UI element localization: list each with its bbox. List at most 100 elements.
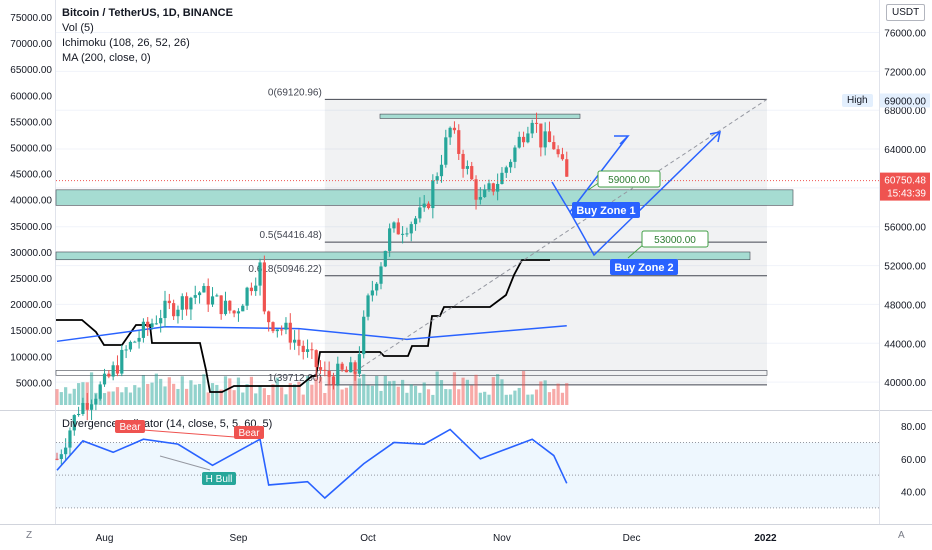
volume-bar: [461, 377, 465, 405]
candle-body: [470, 166, 474, 180]
candle-body: [254, 285, 258, 292]
legend-title[interactable]: Bitcoin / TetherUS, 1D, BINANCE: [62, 7, 233, 19]
candle-body: [444, 137, 448, 165]
volume-bar: [513, 390, 517, 405]
candle-body: [159, 318, 163, 324]
candle-body: [293, 339, 297, 343]
volume-bar: [284, 394, 288, 405]
volume-bar: [405, 392, 409, 405]
legend-vol[interactable]: Vol (5): [62, 22, 94, 34]
candle-body: [547, 131, 552, 143]
candle-body: [457, 130, 461, 154]
candle-body: [305, 349, 310, 352]
candle-body: [236, 311, 241, 314]
candle-body: [392, 222, 396, 229]
volume-bar: [167, 377, 171, 405]
left-tick-label: 60000.00: [10, 91, 52, 102]
volume-bar: [435, 371, 439, 405]
volume-bar: [560, 392, 565, 405]
candle-body: [275, 329, 279, 332]
candle-body: [115, 365, 120, 374]
volume-bar: [146, 383, 150, 405]
candle-body: [301, 345, 305, 352]
price-tick-label: 48000.00: [884, 300, 926, 311]
candle-body: [102, 373, 107, 385]
timezone-button[interactable]: Z: [26, 530, 33, 541]
candle-body: [323, 369, 327, 371]
auto-scale-button[interactable]: A: [898, 530, 905, 541]
legend-ichimoku[interactable]: Ichimoku (108, 26, 52, 26): [62, 37, 190, 49]
candle-body: [500, 172, 504, 184]
candle-body: [388, 228, 392, 251]
candle-body: [81, 402, 85, 414]
volume-bar: [228, 378, 232, 405]
high-value-tag: [880, 93, 930, 108]
volume-bar: [159, 378, 163, 405]
buy-zone-1-label: Buy Zone 1: [576, 205, 635, 217]
volume-bar: [349, 385, 353, 405]
candle-body: [77, 413, 81, 416]
indicator-tick-label: 40.00: [901, 488, 926, 499]
candle-body: [370, 290, 374, 296]
price-tick-label: 56000.00: [884, 223, 926, 234]
time-axis-label: Nov: [493, 533, 511, 544]
legend-ma[interactable]: MA (200, close, 0): [62, 52, 151, 64]
volume-bar: [431, 394, 435, 405]
ma200-line: [56, 325, 567, 343]
candle-body: [452, 127, 457, 131]
target-2-pointer: [627, 243, 645, 259]
candle-body: [435, 176, 439, 181]
volume-bar: [297, 381, 301, 405]
volume-bar: [418, 392, 422, 405]
candle-body: [539, 123, 543, 148]
volume-bar: [439, 380, 444, 405]
candle-body: [534, 122, 539, 124]
volume-bar: [59, 392, 63, 405]
time-axis-label: Sep: [230, 533, 248, 544]
currency-badge[interactable]: USDT: [886, 4, 926, 21]
volume-bar: [444, 389, 448, 405]
bull-badge: [202, 472, 236, 485]
volume-bar: [340, 389, 344, 405]
volume-bar: [219, 389, 223, 405]
candle-body: [176, 309, 180, 317]
bear-label-1: Bear: [119, 422, 141, 433]
volume-bar: [526, 394, 530, 405]
candle-body: [409, 224, 413, 234]
volume-bar: [504, 394, 508, 405]
candle-body: [124, 349, 128, 351]
volume-bar: [232, 390, 236, 405]
candle-body: [491, 183, 495, 192]
volume-bar: [124, 387, 128, 405]
volume-bar: [362, 374, 366, 405]
volume-bar: [115, 387, 120, 405]
divergence-line: [56, 428, 568, 500]
candle-body: [223, 300, 228, 315]
volume-bar: [539, 381, 543, 405]
candle-body: [478, 197, 482, 200]
candle-body: [120, 349, 124, 374]
volume-bar: [111, 391, 115, 405]
left-tick-label: 40000.00: [10, 196, 52, 207]
candle-body: [431, 180, 435, 209]
bear-label-2: Bear: [238, 428, 260, 439]
time-axis-label: Dec: [623, 533, 641, 544]
price-tick-label: 72000.00: [884, 67, 926, 78]
price-tick-label: 76000.00: [884, 29, 926, 40]
volume-bar: [262, 388, 266, 405]
volume-bar: [379, 390, 383, 405]
candle-body: [180, 296, 184, 310]
candle-body: [565, 159, 569, 177]
volume-bar: [301, 394, 305, 405]
candle-body: [72, 415, 76, 431]
candle-body: [513, 147, 517, 162]
price-tick-label: 64000.00: [884, 145, 926, 156]
volume-bar: [331, 375, 336, 405]
volume-bar: [310, 384, 314, 405]
volume-bar: [357, 378, 361, 405]
candle-body: [210, 296, 215, 305]
volume-bar: [370, 385, 374, 405]
candle-body: [413, 218, 418, 225]
volume-bar: [496, 374, 500, 405]
